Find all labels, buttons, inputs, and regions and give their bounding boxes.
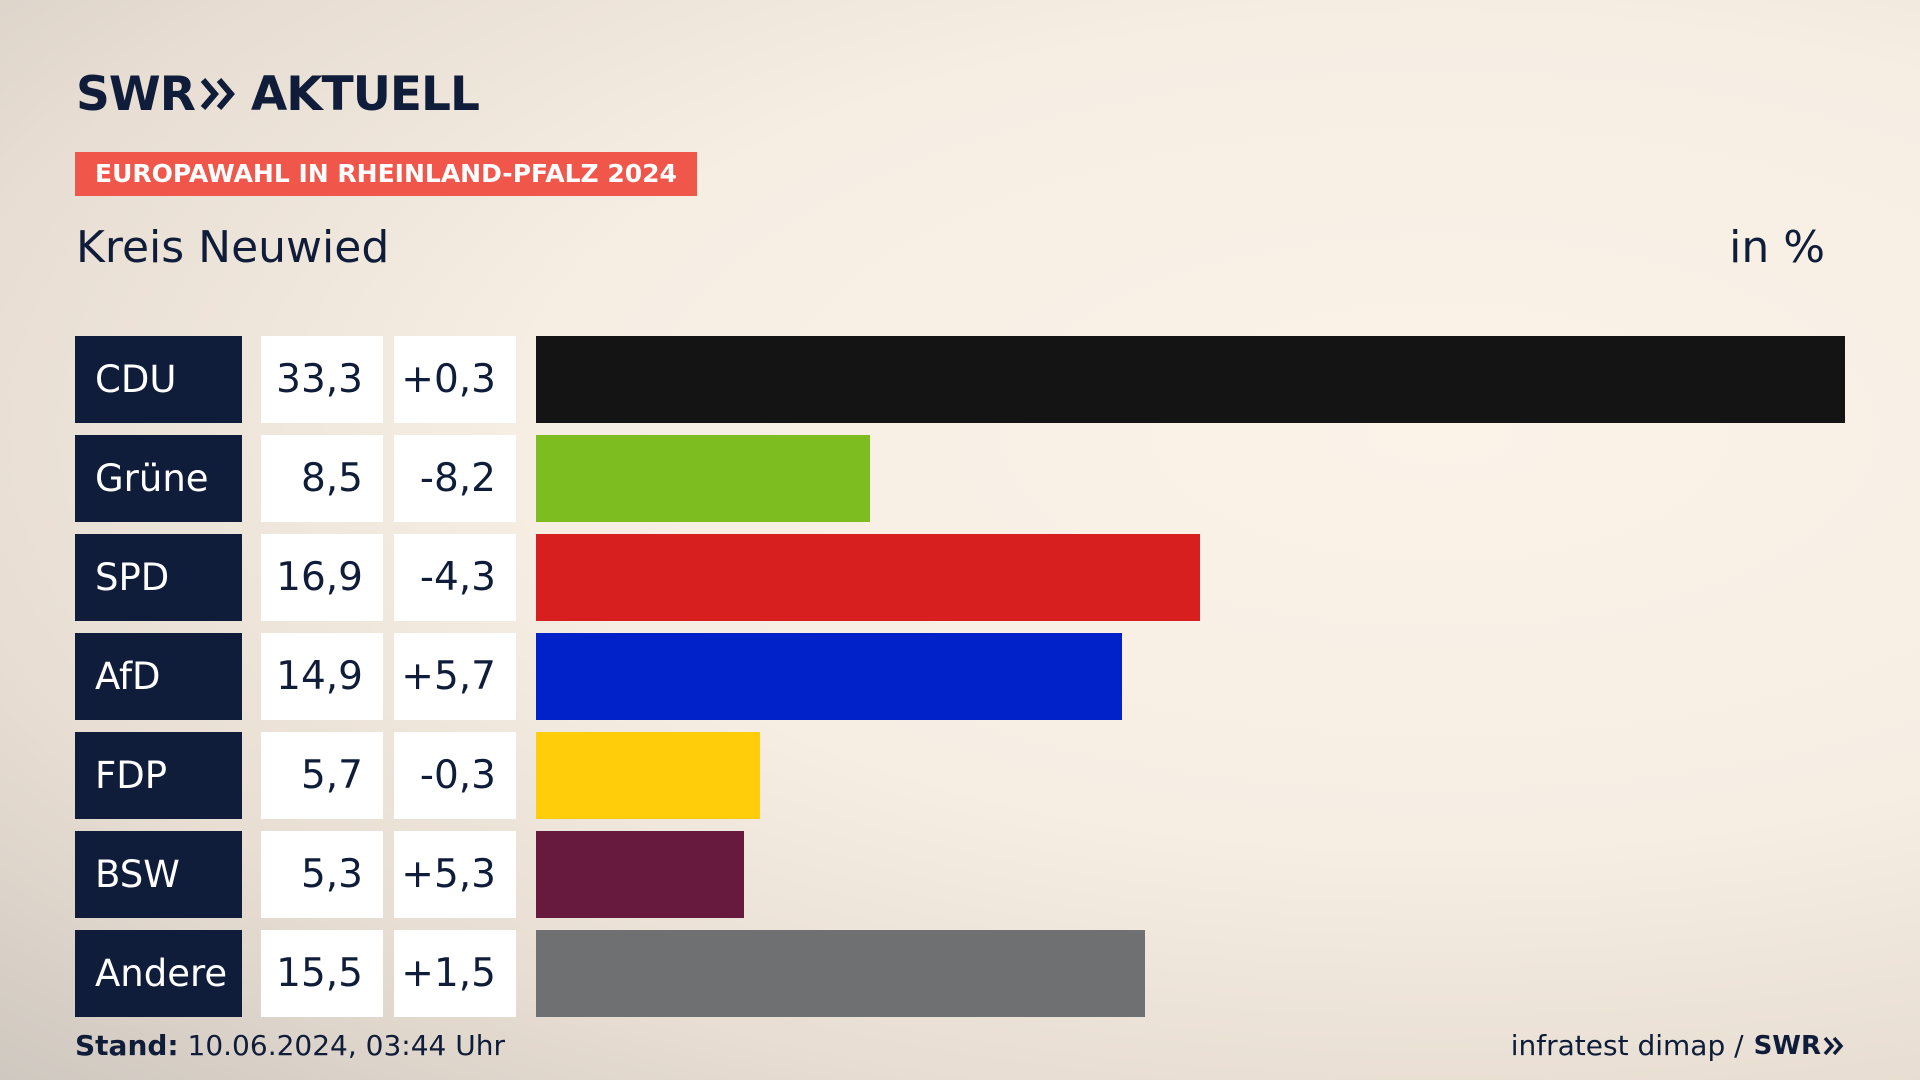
change-value: -0,3 xyxy=(394,732,516,819)
party-label: CDU xyxy=(75,336,242,423)
party-label: Grüne xyxy=(75,435,242,522)
vote-share-bar xyxy=(536,930,1145,1017)
double-chevron-icon xyxy=(199,74,239,114)
vote-share-value: 8,5 xyxy=(261,435,383,522)
vote-share-value: 5,7 xyxy=(261,732,383,819)
result-row: SPD 16,9 -4,3 xyxy=(75,534,1845,621)
party-label: SPD xyxy=(75,534,242,621)
change-value: +5,3 xyxy=(394,831,516,918)
vote-share-value: 16,9 xyxy=(261,534,383,621)
vote-share-bar xyxy=(536,831,744,918)
vote-share-bar xyxy=(536,534,1200,621)
swr-mini-logo: SWR xyxy=(1754,1028,1845,1064)
vote-share-value: 5,3 xyxy=(261,831,383,918)
source-credit: infratest dimap / SWR xyxy=(1511,1028,1845,1064)
vote-share-bar xyxy=(536,336,1845,423)
stand-value: 10.06.2024, 03:44 Uhr xyxy=(187,1029,505,1062)
change-value: -8,2 xyxy=(394,435,516,522)
stand-label: Stand: xyxy=(75,1029,179,1062)
results-chart: CDU 33,3 +0,3 Grüne 8,5 -8,2 SPD 16,9 -4,3 AfD 14,… xyxy=(75,336,1845,1029)
vote-share-bar xyxy=(536,633,1122,720)
double-chevron-small-icon xyxy=(1823,1036,1844,1056)
logo-aktuell-text: AKTUELL xyxy=(250,66,480,122)
chart-subtitle: Kreis Neuwied xyxy=(76,222,390,273)
vote-share-value: 15,5 xyxy=(261,930,383,1017)
swr-mini-text: SWR xyxy=(1753,1031,1821,1061)
vote-share-value: 14,9 xyxy=(261,633,383,720)
logo-swr-text: SWR xyxy=(76,66,196,122)
change-value: +5,7 xyxy=(394,633,516,720)
party-label: FDP xyxy=(75,732,242,819)
result-row: Andere 15,5 +1,5 xyxy=(75,930,1845,1017)
party-label: Andere xyxy=(75,930,242,1017)
result-row: Grüne 8,5 -8,2 xyxy=(75,435,1845,522)
result-row: FDP 5,7 -0,3 xyxy=(75,732,1845,819)
source-text: infratest dimap / xyxy=(1510,1029,1744,1062)
result-row: AfD 14,9 +5,7 xyxy=(75,633,1845,720)
party-label: AfD xyxy=(75,633,242,720)
vote-share-bar xyxy=(536,435,870,522)
change-value: -4,3 xyxy=(394,534,516,621)
swr-aktuell-logo: SWR AKTUELL xyxy=(76,66,480,122)
election-tag: EUROPAWAHL IN RHEINLAND-PFALZ 2024 xyxy=(75,152,697,196)
change-value: +0,3 xyxy=(394,336,516,423)
unit-label: in % xyxy=(1729,222,1825,273)
result-row: BSW 5,3 +5,3 xyxy=(75,831,1845,918)
result-row: CDU 33,3 +0,3 xyxy=(75,336,1845,423)
vote-share-value: 33,3 xyxy=(261,336,383,423)
timestamp: Stand: 10.06.2024, 03:44 Uhr xyxy=(75,1028,505,1064)
change-value: +1,5 xyxy=(394,930,516,1017)
party-label: BSW xyxy=(75,831,242,918)
vote-share-bar xyxy=(536,732,760,819)
